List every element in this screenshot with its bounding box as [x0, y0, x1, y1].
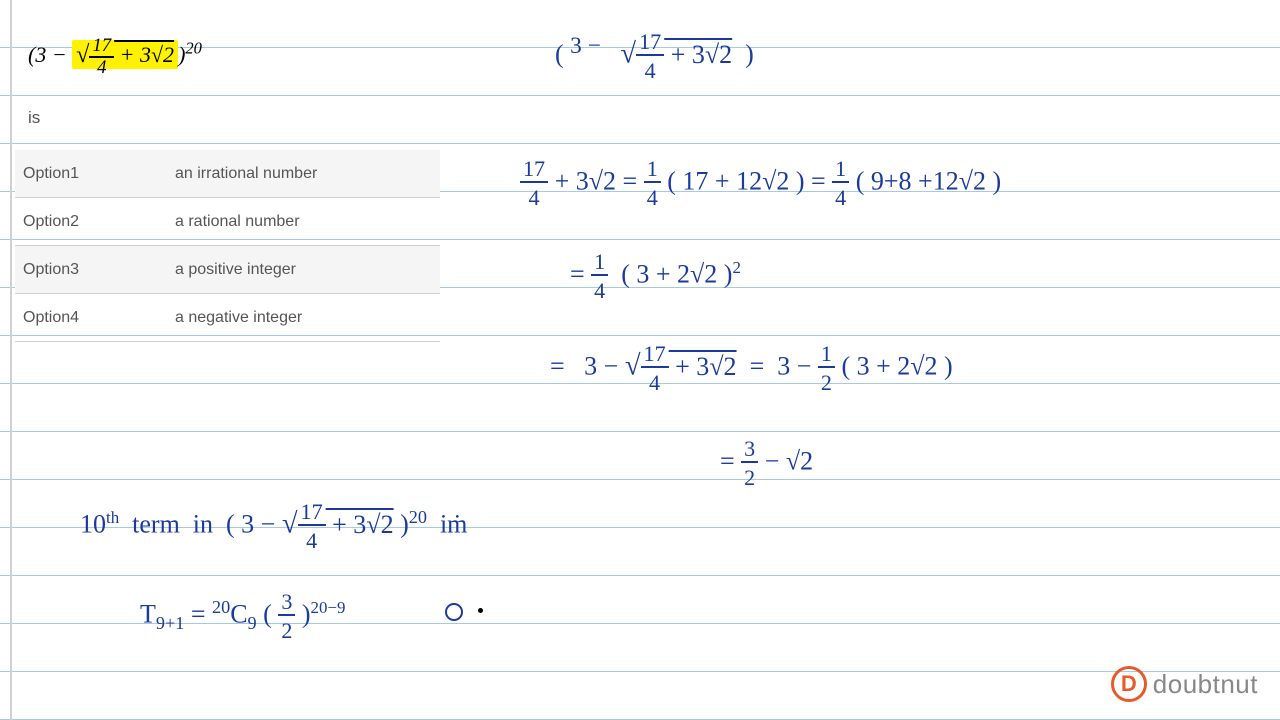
option-text: a rational number — [175, 213, 440, 231]
option-row-1[interactable]: Option1 an irrational number — [15, 150, 440, 198]
cursor-circle — [445, 603, 463, 621]
option-label: Option3 — [15, 261, 175, 279]
doubtnut-logo: D doubtnut — [1111, 666, 1258, 702]
option-text: an irrational number — [175, 165, 440, 183]
handwriting-line-5: = 32 − √2 — [720, 435, 813, 492]
question-is-text: is — [28, 108, 40, 128]
option-row-3[interactable]: Option3 a positive integer — [15, 246, 440, 294]
logo-icon: D — [1111, 666, 1147, 702]
option-label: Option2 — [15, 213, 175, 231]
option-row-2[interactable]: Option2 a rational number — [15, 198, 440, 246]
option-text: a negative integer — [175, 309, 440, 327]
option-label: Option4 — [15, 309, 175, 327]
option-row-4[interactable]: Option4 a negative integer — [15, 294, 440, 342]
cursor-dot — [478, 608, 483, 613]
handwriting-line-1: ( 3 − √174 + 3√2 ) — [555, 28, 754, 85]
option-label: Option1 — [15, 165, 175, 183]
question-expression: (3 − √174 + 3√2)20 — [28, 35, 202, 79]
handwriting-line-3: = 14 ( 3 + 2√2 )2 — [570, 248, 741, 305]
logo-brand-text: doubtnut — [1153, 669, 1258, 700]
handwriting-line-2: 174 + 3√2 = 14 ( 17 + 12√2 ) = 14 ( 9+8 … — [520, 155, 1001, 212]
handwriting-line-7: T9+1 = 20C9 ( 32 )20−9 — [140, 588, 345, 645]
margin-line — [10, 0, 12, 720]
handwriting-line-6: 10th term in ( 3 − √174 + 3√2 )20 iṁ — [80, 498, 467, 555]
options-table: Option1 an irrational number Option2 a r… — [15, 150, 440, 342]
option-text: a positive integer — [175, 261, 440, 279]
handwriting-line-4: = 3 − √174 + 3√2 = 3 − 12 ( 3 + 2√2 ) — [550, 340, 953, 397]
